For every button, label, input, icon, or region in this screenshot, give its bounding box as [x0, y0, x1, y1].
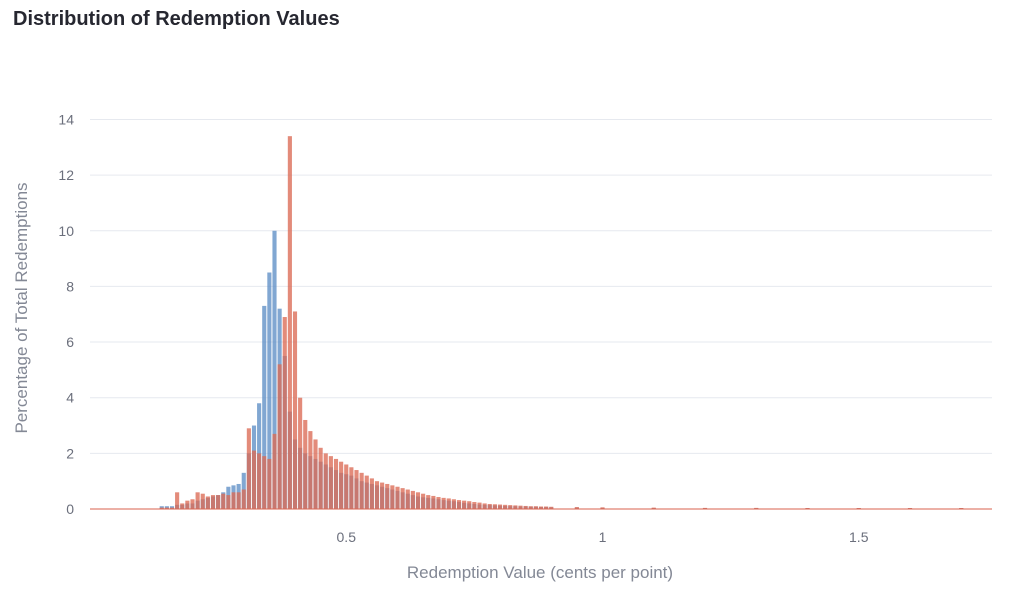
y-tick-label: 6	[66, 334, 74, 350]
bar-series-2	[472, 502, 477, 509]
bar-series-2	[298, 397, 303, 509]
bar-series-2	[185, 500, 190, 509]
bar-series-2	[405, 489, 410, 509]
bar-series-2	[287, 136, 292, 510]
bar-series-2	[318, 447, 323, 509]
bar-series-2	[508, 505, 513, 509]
bar-series-2	[600, 507, 605, 509]
bar-series-2	[364, 475, 369, 509]
bar-series-2	[236, 492, 241, 509]
bar-series-2	[272, 433, 277, 509]
bar-series-2	[426, 495, 431, 509]
bar-series-1	[267, 272, 272, 509]
bar-series-2	[246, 428, 251, 509]
x-axis-ticks: 0.5 1 1.5	[337, 529, 869, 545]
bar-series-2	[528, 506, 533, 509]
bar-series-2	[374, 481, 380, 509]
bar-series-2	[369, 478, 374, 509]
bar-series-2	[487, 503, 492, 509]
bars	[159, 136, 964, 510]
bar-series-2	[451, 499, 456, 509]
bar-series-2	[251, 450, 257, 509]
y-tick-label: 12	[58, 167, 74, 183]
bar-series-2	[328, 456, 333, 509]
bar-series-1	[262, 305, 267, 509]
bar-series-2	[533, 506, 538, 509]
bar-series-2	[262, 456, 267, 509]
bar-series-2	[267, 458, 272, 509]
bar-series-2	[257, 453, 262, 509]
bar-series-2	[349, 467, 354, 509]
chart-title: Distribution of Redemption Values	[13, 8, 340, 30]
bar-series-2	[518, 505, 523, 509]
bar-series-2	[390, 485, 395, 509]
bar-series-2	[180, 503, 185, 509]
bar-series-2	[395, 486, 400, 509]
bar-series-2	[195, 492, 200, 509]
bar-series-2	[210, 495, 216, 509]
bar-series-2	[344, 464, 349, 509]
bar-series-2	[205, 496, 210, 509]
bar-series-2	[323, 453, 328, 509]
x-axis-title: Redemption Value (cents per point)	[407, 563, 673, 582]
y-tick-label: 4	[66, 390, 74, 406]
bar-series-2	[354, 470, 359, 509]
bar-series-2	[333, 458, 339, 509]
bar-series-2	[241, 489, 246, 509]
bar-series-2	[538, 506, 544, 509]
bar-series-2	[431, 495, 436, 509]
bar-series-2	[410, 490, 415, 509]
bar-series-2	[339, 461, 344, 509]
x-tick-label: 1	[599, 529, 607, 545]
y-tick-label: 8	[66, 278, 74, 294]
bar-series-2	[544, 506, 549, 509]
bar-series-2	[456, 500, 462, 509]
bar-series-2	[313, 439, 318, 509]
y-tick-label: 2	[66, 445, 74, 461]
bar-series-2	[380, 482, 385, 509]
bar-series-2	[216, 495, 221, 509]
bar-series-2	[503, 504, 508, 509]
bar-series-2	[175, 492, 180, 509]
bar-series-2	[549, 506, 554, 509]
bar-series-2	[421, 493, 426, 509]
bar-series-1	[272, 230, 277, 509]
bar-series-2	[415, 492, 421, 509]
bar-series-2	[200, 493, 205, 509]
grid-lines	[90, 118, 992, 454]
bar-series-2	[574, 507, 579, 509]
y-tick-label: 14	[58, 111, 74, 127]
bar-series-2	[385, 483, 390, 509]
bar-series-2	[282, 317, 287, 509]
y-axis-ticks: 0 2 4 6 8 10 12 14	[58, 111, 74, 517]
bar-series-2	[292, 311, 298, 509]
bar-series-2	[190, 499, 195, 509]
bar-series-2	[400, 488, 405, 509]
bar-series-2	[462, 500, 467, 509]
bar-series-2	[492, 504, 497, 509]
bar-series-2	[277, 364, 282, 509]
y-tick-label: 0	[66, 501, 74, 517]
bar-series-2	[513, 505, 518, 509]
bar-series-2	[467, 501, 472, 509]
bar-series-2	[441, 497, 446, 509]
x-tick-label: 1.5	[849, 529, 869, 545]
bar-series-2	[436, 497, 441, 509]
bar-series-2	[359, 472, 364, 509]
bar-series-2	[477, 502, 482, 509]
bar-series-2	[231, 492, 236, 509]
bar-series-2	[308, 431, 313, 509]
bar-series-2	[497, 504, 503, 509]
bar-series-2	[446, 498, 451, 509]
bar-series-2	[226, 495, 231, 509]
bar-series-2	[523, 505, 528, 509]
y-axis-title: Percentage of Total Redemptions	[12, 182, 31, 433]
bar-series-2	[482, 503, 487, 509]
bar-series-2	[221, 493, 226, 509]
y-tick-label: 10	[58, 223, 74, 239]
x-tick-label: 0.5	[337, 529, 357, 545]
bar-series-2	[303, 419, 308, 509]
